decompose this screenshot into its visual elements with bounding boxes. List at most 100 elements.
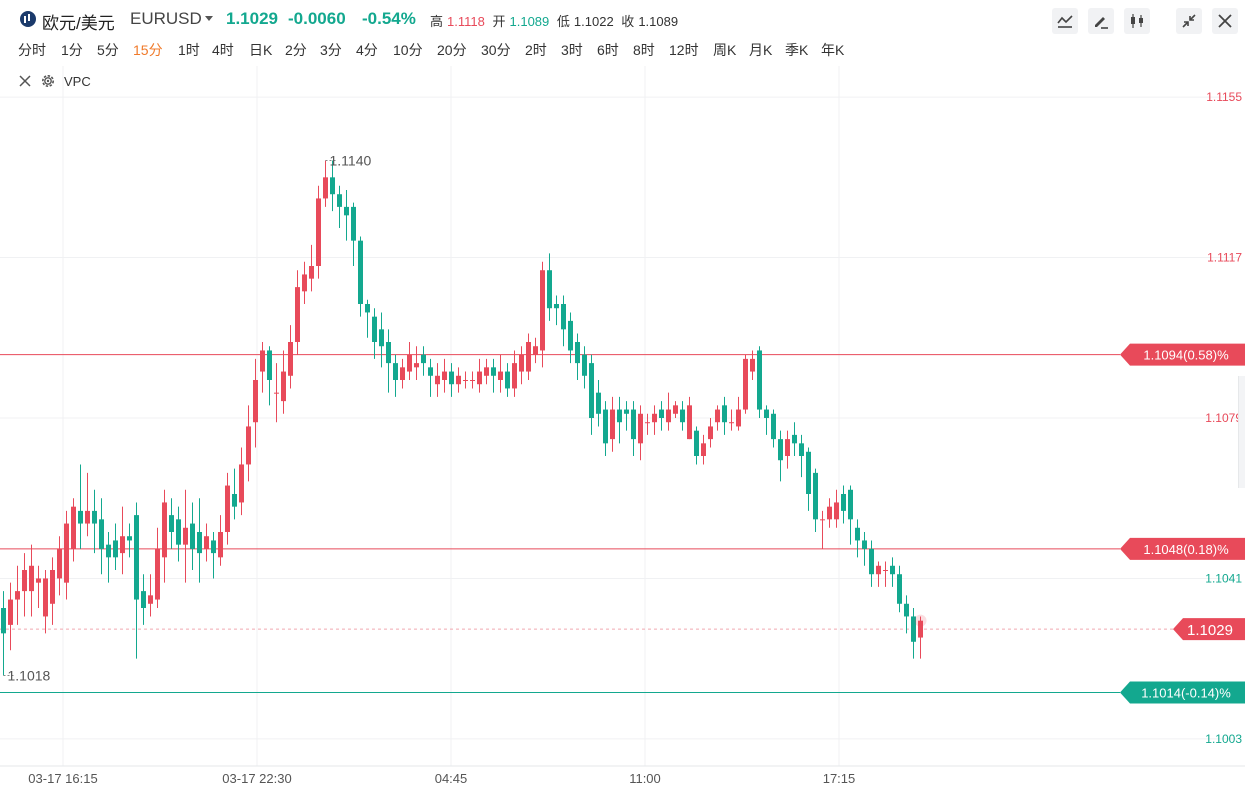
period-tab-13[interactable]: 2时 — [525, 42, 547, 58]
candle-body-71 — [498, 371, 503, 380]
period-tab-10[interactable]: 10分 — [393, 42, 423, 58]
period-tab-9[interactable]: 4分 — [356, 42, 378, 58]
period-tab-6[interactable]: 日K — [249, 42, 273, 58]
period-tab-21[interactable]: 年K — [821, 42, 845, 58]
candle-body-40 — [281, 371, 286, 402]
period-tab-18[interactable]: 周K — [713, 42, 737, 58]
candle-body-25 — [176, 519, 181, 545]
period-tab-16[interactable]: 8时 — [633, 42, 655, 58]
candle-body-30 — [211, 540, 216, 554]
candle-body-59 — [414, 363, 419, 368]
period-tab-7[interactable]: 2分 — [285, 42, 307, 58]
candle-body-70 — [491, 367, 496, 376]
candle-body-35 — [246, 426, 251, 465]
candle-body-124 — [869, 548, 874, 575]
candle-body-113 — [792, 434, 797, 444]
candle-body-12 — [85, 510, 90, 524]
gear-icon[interactable] — [40, 73, 56, 89]
candle-body-127 — [890, 565, 895, 575]
candlestick-icon — [1131, 14, 1143, 28]
candle-body-107 — [750, 358, 755, 372]
price-line-label-0: 1.1094(0.58)% — [1143, 348, 1229, 363]
candle-body-116 — [813, 472, 818, 520]
candlestick-chart[interactable]: 1.1094(0.58)% 1.1048(0.18)% 1.1014(-0.14)%… — [0, 66, 1245, 790]
period-tab-4[interactable]: 1时 — [178, 42, 200, 58]
indicator-label[interactable]: VPC — [64, 74, 91, 89]
candle-body-98 — [687, 405, 692, 440]
line-chart-button[interactable] — [1052, 8, 1078, 34]
candle-body-16 — [113, 540, 118, 558]
price-change: -0.0060 — [288, 9, 346, 28]
candle-body-21 — [148, 595, 153, 604]
period-tab-17[interactable]: 12时 — [669, 42, 699, 58]
period-tab-14[interactable]: 3时 — [561, 42, 583, 58]
close-button[interactable] — [1212, 8, 1238, 34]
candle-body-81 — [568, 320, 573, 351]
candle-body-0 — [1, 608, 6, 634]
y-tick-label-2: 1.1079 — [1205, 411, 1242, 425]
candle-body-32 — [225, 485, 230, 532]
candle-body-67 — [470, 380, 475, 381]
period-tab-8[interactable]: 3分 — [320, 42, 342, 58]
collapse-icon — [1182, 14, 1196, 28]
candle-body-87 — [610, 409, 615, 440]
period-tab-3[interactable]: 15分 — [133, 42, 163, 58]
candle-body-73 — [512, 363, 517, 389]
chart-header: 欧元/美元 EURUSD 1.1029 -0.0060 -0.54% 高 1.11… — [0, 0, 1245, 36]
close-value: 1.1089 — [638, 14, 679, 29]
period-tab-19[interactable]: 月K — [749, 42, 773, 58]
candle-body-109 — [764, 409, 769, 418]
candle-body-114 — [799, 443, 804, 456]
candle-body-26 — [183, 527, 188, 545]
draw-button[interactable] — [1088, 8, 1114, 34]
candle-body-51 — [358, 240, 363, 304]
candle-body-48 — [337, 194, 342, 207]
candle-body-53 — [372, 316, 377, 342]
candle-body-79 — [554, 304, 559, 309]
period-tab-12[interactable]: 30分 — [481, 42, 511, 58]
candle-body-34 — [239, 464, 244, 503]
candle-body-125 — [876, 565, 881, 575]
candle-body-27 — [190, 523, 195, 549]
symbol-name[interactable]: 欧元/美元 — [42, 14, 115, 33]
symbol-code[interactable]: EURUSD — [130, 9, 202, 28]
candle-body-83 — [582, 354, 587, 376]
candle-body-106 — [743, 358, 748, 410]
candle-body-80 — [561, 304, 566, 330]
period-tab-2[interactable]: 5分 — [97, 42, 119, 58]
period-tab-0[interactable]: 分时 — [18, 42, 46, 58]
candlestick-button[interactable] — [1124, 8, 1150, 34]
period-tab-11[interactable]: 20分 — [437, 42, 467, 58]
candle-body-100 — [701, 443, 706, 456]
candle-body-3 — [22, 570, 27, 592]
candle-body-108 — [757, 350, 762, 410]
candle-body-2 — [15, 591, 20, 600]
chevron-down-icon[interactable] — [205, 16, 213, 21]
candle-body-97 — [680, 409, 685, 423]
candle-body-36 — [253, 380, 258, 423]
candle-body-42 — [295, 287, 300, 342]
candle-body-13 — [92, 510, 97, 524]
side-panel-handle[interactable] — [1238, 376, 1245, 488]
annotation-label-0: 1.1140 — [330, 152, 372, 168]
candle-body-57 — [400, 367, 405, 380]
candle-body-122 — [855, 527, 860, 541]
candle-body-105 — [736, 409, 741, 427]
candle-body-85 — [596, 392, 601, 414]
candle-body-115 — [806, 451, 811, 494]
candle-body-78 — [547, 270, 552, 309]
period-tab-15[interactable]: 6时 — [597, 42, 619, 58]
period-tab-20[interactable]: 季K — [785, 42, 809, 58]
period-tab-5[interactable]: 4时 — [212, 42, 234, 58]
remove-indicator-icon[interactable] — [18, 74, 32, 88]
period-tab-1[interactable]: 1分 — [61, 42, 83, 58]
candle-body-6 — [43, 578, 48, 617]
candle-body-90 — [631, 409, 636, 440]
candle-body-5 — [36, 578, 41, 583]
collapse-button[interactable] — [1176, 8, 1202, 34]
candle-body-63 — [442, 371, 447, 380]
ohlc-summary: 高 1.1118 开 1.1089 低 1.1022 收 1.1089 — [430, 11, 682, 30]
price-line-label-2: 1.1014(-0.14)% — [1141, 685, 1231, 700]
candle-body-29 — [204, 536, 209, 549]
candle-body-112 — [785, 439, 790, 456]
